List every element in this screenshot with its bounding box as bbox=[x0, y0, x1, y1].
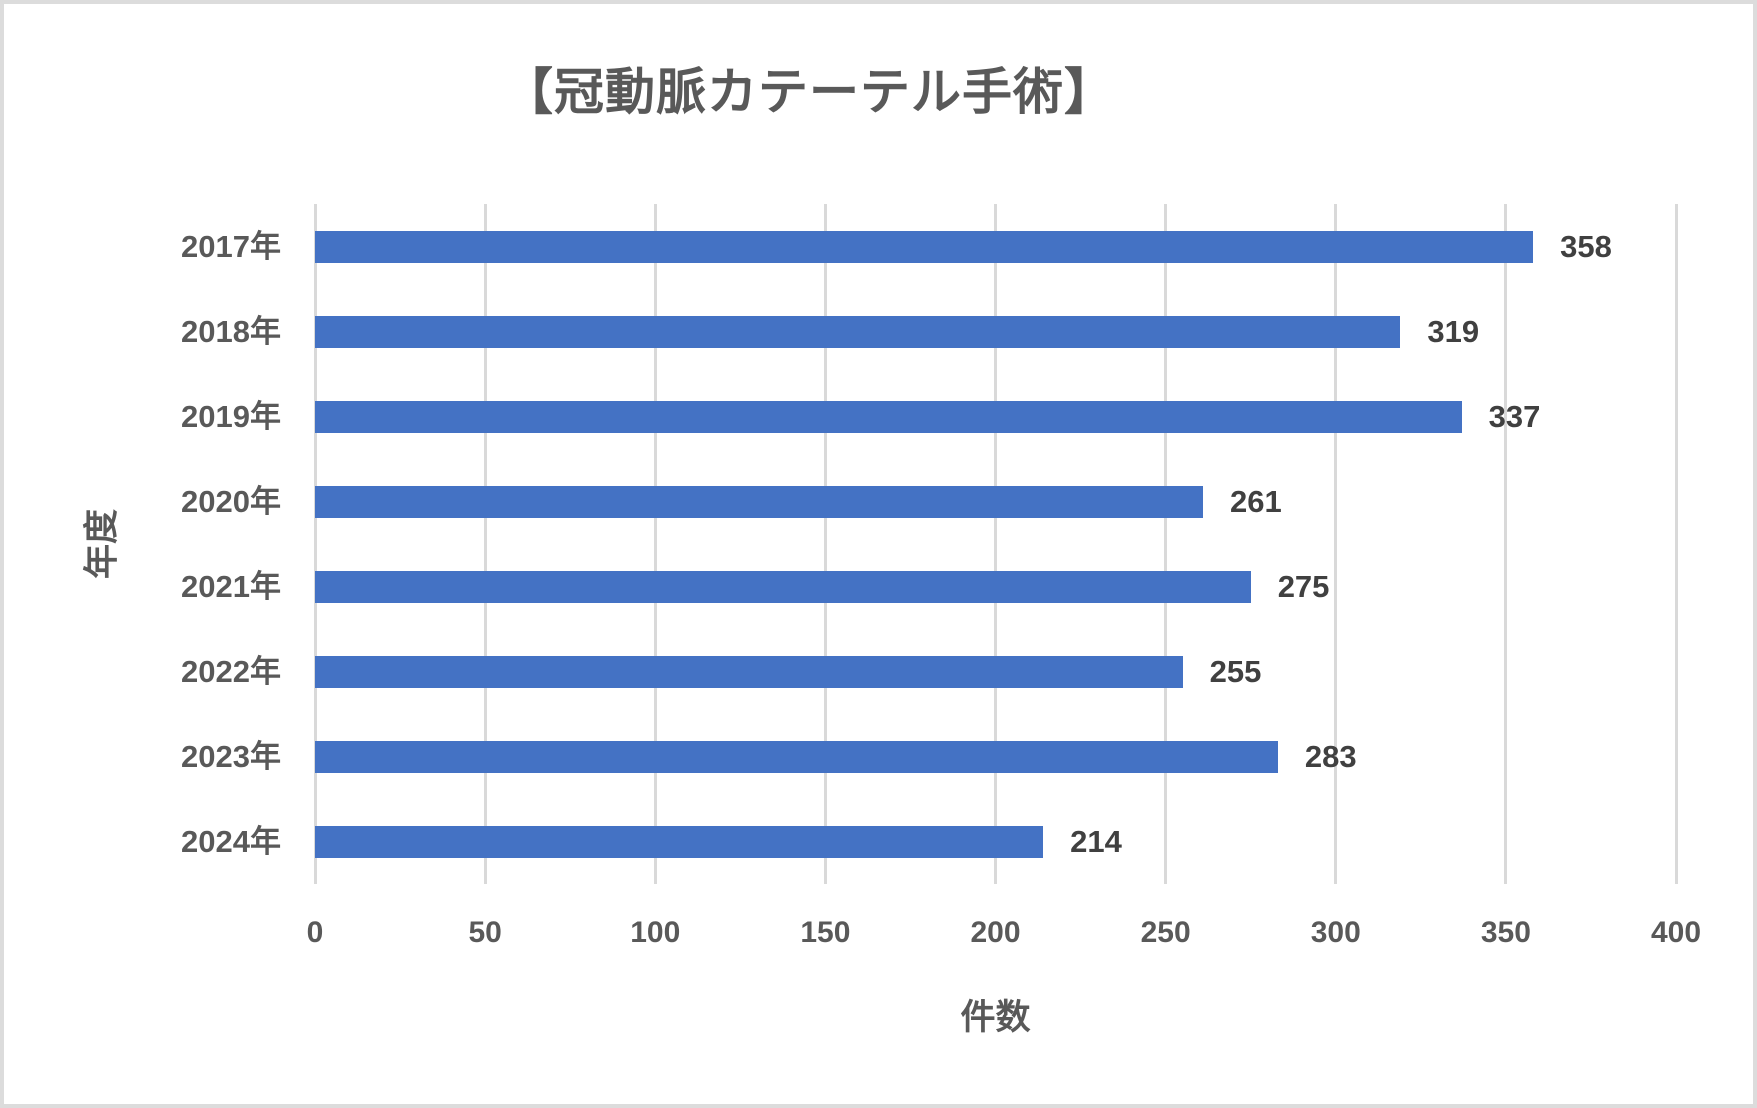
x-tick-label-400: 400 bbox=[1650, 916, 1702, 949]
gridline-x-150 bbox=[823, 204, 827, 884]
value-label-2017年: 358 bbox=[1560, 228, 1612, 264]
gridline-x-0 bbox=[313, 204, 317, 884]
value-label-2020年: 261 bbox=[1230, 483, 1282, 519]
category-label-2022年: 2022年 bbox=[181, 653, 281, 689]
bar-2022年 bbox=[315, 655, 1183, 688]
category-label-2017年: 2017年 bbox=[181, 228, 281, 264]
gridline-x-350 bbox=[1504, 204, 1508, 884]
gridline-x-200 bbox=[994, 204, 997, 884]
bar-row-2020年: 261 bbox=[315, 483, 1676, 519]
x-tick-label-200: 200 bbox=[970, 916, 1021, 949]
bar-row-2023年: 283 bbox=[315, 738, 1676, 774]
value-label-2024年: 214 bbox=[1070, 823, 1122, 859]
bar-2023年 bbox=[315, 740, 1278, 773]
x-tick-label-50: 50 bbox=[468, 916, 502, 949]
y-axis-title: 年度 bbox=[82, 508, 122, 580]
value-label-2018年: 319 bbox=[1427, 313, 1480, 349]
bar-2021年 bbox=[315, 570, 1251, 603]
value-label-2022年: 255 bbox=[1209, 653, 1262, 689]
value-label-2019年: 337 bbox=[1488, 398, 1541, 434]
category-label-2019年: 2019年 bbox=[181, 398, 281, 434]
gridline-x-250 bbox=[1164, 204, 1168, 884]
gridline-x-300 bbox=[1334, 204, 1338, 884]
bar-2018年 bbox=[315, 315, 1401, 348]
bar-2020年 bbox=[315, 485, 1204, 518]
category-label-2024年: 2024年 bbox=[181, 823, 281, 859]
plot-area: 358 319 337 261 275 255 283 214 bbox=[313, 204, 1678, 884]
bar-2017年 bbox=[315, 230, 1534, 263]
x-tick-label-300: 300 bbox=[1310, 916, 1361, 949]
bar-row-2018年: 319 bbox=[315, 313, 1676, 349]
value-label-2023年: 283 bbox=[1304, 738, 1357, 774]
value-label-2021年: 275 bbox=[1277, 568, 1330, 604]
x-tick-label-150: 150 bbox=[800, 916, 851, 949]
chart-title: 【冠動脈カテーテル手術】 bbox=[503, 64, 1115, 120]
bar-row-2017年: 358 bbox=[315, 228, 1676, 264]
x-tick-label-250: 250 bbox=[1140, 916, 1191, 949]
gridline-x-400 bbox=[1674, 204, 1678, 884]
bar-row-2021年: 275 bbox=[315, 568, 1676, 604]
bar-2024年 bbox=[315, 825, 1044, 858]
x-axis-title: 件数 bbox=[960, 998, 1031, 1037]
bar-row-2022年: 255 bbox=[315, 653, 1676, 689]
x-tick-label-350: 350 bbox=[1480, 916, 1531, 949]
bar-2019年 bbox=[315, 400, 1462, 433]
gridline-x-50 bbox=[483, 204, 487, 884]
category-label-2020年: 2020年 bbox=[181, 483, 281, 519]
category-label-2023年: 2023年 bbox=[181, 738, 281, 774]
category-label-2018年: 2018年 bbox=[181, 313, 281, 349]
x-tick-label-100: 100 bbox=[630, 916, 681, 949]
gridline-x-100 bbox=[653, 204, 657, 884]
category-label-2021年: 2021年 bbox=[181, 568, 281, 604]
bar-row-2019年: 337 bbox=[315, 398, 1676, 434]
bar-row-2024年: 214 bbox=[315, 823, 1676, 859]
x-tick-label-0: 0 bbox=[306, 916, 324, 949]
